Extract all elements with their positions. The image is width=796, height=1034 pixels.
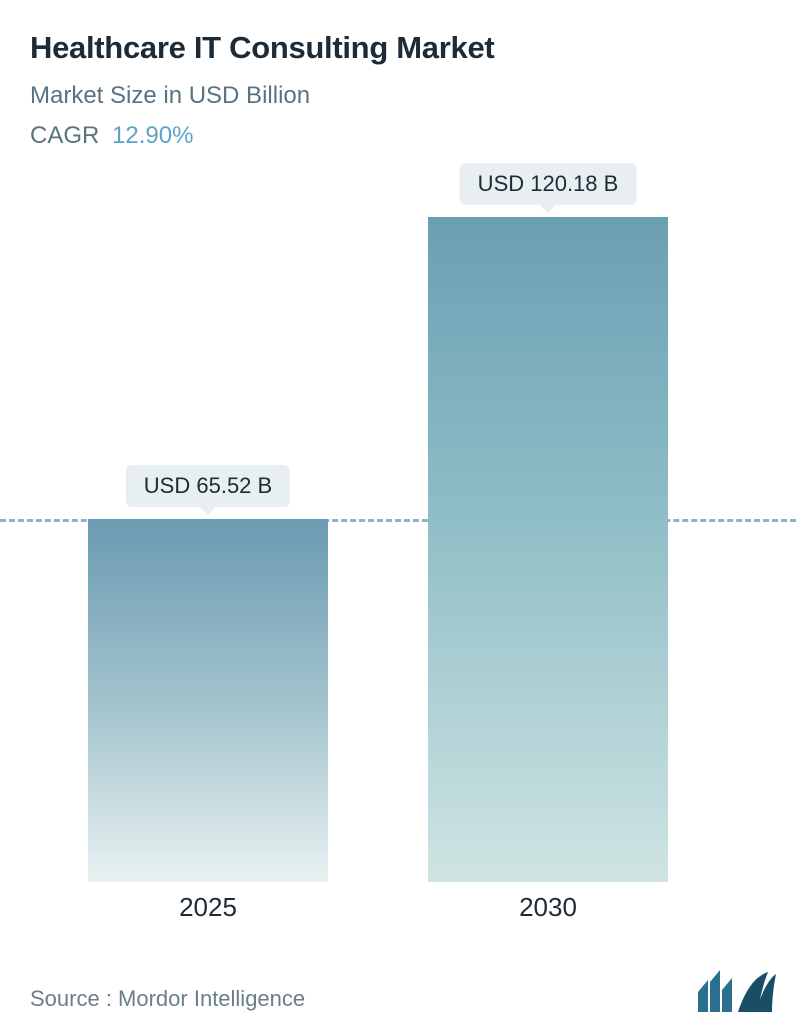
cagr-label: CAGR: [30, 122, 99, 149]
chart-subtitle: Market Size in USD Billion: [30, 82, 776, 110]
footer: Source : Mordor Intelligence: [30, 968, 776, 1012]
brand-logo-icon: [698, 968, 776, 1012]
bar-2030-x-label: 2030: [519, 892, 577, 923]
bar-2025-value-label: USD 65.52 B: [126, 465, 290, 507]
bar-2030-value-label: USD 120.18 B: [460, 163, 637, 205]
chart-area: USD 65.52 B 2025 USD 120.18 B 2030: [0, 195, 796, 914]
bar-2030-wrap: USD 120.18 B 2030: [428, 217, 668, 882]
source-text: Source : Mordor Intelligence: [30, 986, 305, 1012]
cagr-value: 12.90%: [112, 122, 193, 149]
bar-2030: [428, 217, 668, 882]
bar-2025-wrap: USD 65.52 B 2025: [88, 519, 328, 882]
chart-title: Healthcare IT Consulting Market: [30, 30, 776, 66]
bar-2025-x-label: 2025: [179, 892, 237, 923]
cagr-row: CAGR 12.90%: [30, 122, 776, 150]
bar-2025: [88, 519, 328, 882]
